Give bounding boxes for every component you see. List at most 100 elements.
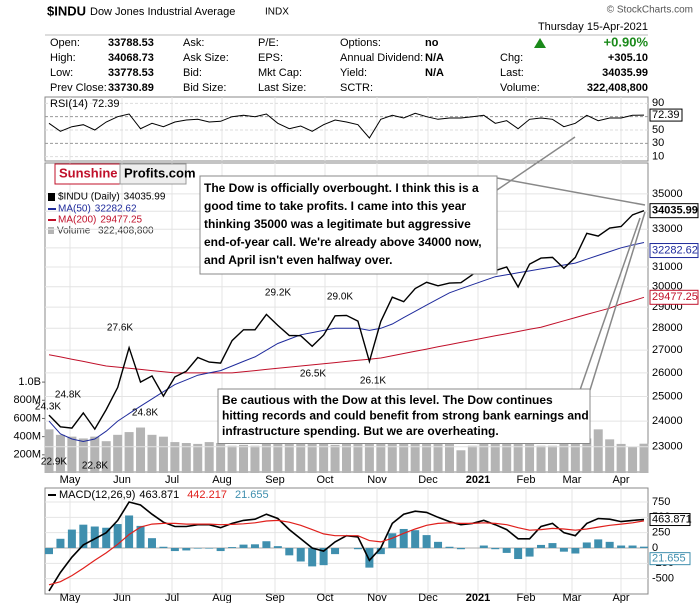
field-label: P/E: (258, 37, 279, 49)
legend-name: $INDU (Daily) (58, 192, 120, 203)
volume-bar (582, 438, 592, 473)
price-annotation: 22.9K (41, 457, 67, 468)
volume-bar (479, 438, 489, 473)
histogram-bar (514, 547, 523, 560)
y-tick-label: 25000 (652, 390, 683, 402)
volume-bar (136, 427, 146, 473)
volume-bar (570, 436, 580, 473)
histogram-bar (399, 528, 408, 548)
legend-value: 29477.25 (100, 215, 142, 226)
source: © StockCharts.com (607, 5, 693, 16)
callout-pointer (589, 211, 646, 391)
symbol: $INDU (47, 3, 86, 18)
field-value: +305.10 (608, 52, 648, 64)
field-label: Mkt Cap: (258, 67, 302, 79)
x-tick-label: Nov (367, 474, 387, 486)
volume-bar (525, 443, 535, 473)
volume-bar (422, 439, 432, 473)
x-tick-label: Aug (212, 592, 232, 603)
field-label: Yield: (340, 67, 367, 79)
y-tick-label: 24000 (652, 415, 683, 427)
histogram-bar (491, 547, 500, 550)
callout-text: thinking 35000 was a legitimate but aggr… (204, 217, 471, 231)
y-tick-label: 400M (13, 431, 41, 443)
x-tick-label: Feb (517, 474, 536, 486)
legend-value: 442.217 (187, 489, 227, 501)
histogram-bar (239, 544, 248, 548)
y-tick-label: 30000 (652, 281, 683, 293)
price-annotation: 22.8K (82, 461, 108, 472)
histogram-bar (79, 524, 88, 548)
histogram-bar (285, 547, 294, 556)
histogram-bar (434, 541, 443, 548)
field-label: Annual Dividend: (340, 52, 423, 64)
histogram-bar (548, 543, 557, 548)
field-label: Prev Close: (50, 82, 107, 94)
y-tick-label: 600M (13, 412, 41, 424)
x-tick-label: Feb (517, 592, 536, 603)
field-value: N/A (425, 52, 444, 64)
last-value-box (649, 108, 683, 122)
y-tick-label: 31000 (652, 261, 683, 273)
last-value: 29477.25 (652, 291, 698, 303)
legend-value: 34035.99 (124, 192, 166, 203)
y-tick-label: 50 (652, 124, 664, 136)
last-value: 34035.99 (652, 205, 698, 217)
last-value: 32282.62 (652, 244, 698, 256)
callout-pointer (496, 177, 646, 206)
volume-bar (319, 443, 329, 473)
volume-bar (78, 438, 88, 473)
callout-pointer (496, 136, 576, 191)
x-tick-label: Nov (367, 592, 387, 603)
price-annotation: 29.0K (327, 292, 353, 303)
y-tick-label: 90 (652, 97, 664, 109)
histogram-bar (56, 538, 65, 548)
y-tick-label: 250 (652, 527, 670, 539)
y-tick-label: 750 (652, 496, 670, 508)
y-tick-label: 800M (13, 394, 41, 406)
last-value-box (649, 513, 691, 527)
last-value: 21.655 (652, 553, 686, 565)
x-tick-label: Jun (113, 592, 131, 603)
callout-text: The Dow is officially overbought. I thin… (204, 181, 479, 195)
logo-text: Profits.com (124, 165, 196, 180)
field-value: 34035.99 (602, 67, 648, 79)
histogram-bar (376, 547, 385, 555)
x-tick-label: Jul (165, 474, 179, 486)
field-value: no (425, 37, 439, 49)
legend-value: 463.871 (139, 489, 179, 501)
logo-text: Sunshine (59, 165, 118, 180)
volume-bar (261, 443, 271, 473)
histogram-bar (559, 547, 568, 552)
last-value-box (649, 243, 699, 259)
callout-text: and April isn't even halfway over. (204, 253, 392, 267)
x-tick-label: Sep (265, 474, 285, 486)
field-label: SCTR: (340, 82, 373, 94)
legend-name: MA(200) (58, 215, 96, 226)
histogram-bar (571, 547, 580, 554)
x-tick-label: May (60, 592, 81, 603)
histogram-bar (640, 546, 648, 548)
volume-bar (330, 444, 340, 473)
field-label: Ask: (183, 37, 204, 49)
y-tick-label: 23000 (652, 441, 683, 453)
histogram-bar (617, 545, 626, 548)
date: Thursday 15-Apr-2021 (538, 21, 648, 33)
x-tick-label: Oct (316, 474, 333, 486)
volume-bar (353, 443, 363, 473)
field-label: Bid: (183, 67, 202, 79)
histogram-bar (193, 547, 202, 549)
callout-text: hitting records and could benefit from s… (222, 408, 589, 422)
field-label: Last: (500, 67, 524, 79)
volume-bar (605, 439, 615, 473)
histogram-bar (445, 546, 454, 548)
volume-bar (513, 436, 523, 473)
x-tick-label: Dec (418, 474, 438, 486)
histogram-bar (502, 547, 511, 553)
volume-bar (410, 441, 420, 473)
legend-value: 322,408,800 (98, 226, 154, 237)
histogram-bar (422, 535, 431, 548)
callout-text: end-of-year call. We're already above 34… (204, 235, 482, 249)
histogram-bar (605, 541, 614, 548)
field-value: 33778.53 (108, 67, 154, 79)
